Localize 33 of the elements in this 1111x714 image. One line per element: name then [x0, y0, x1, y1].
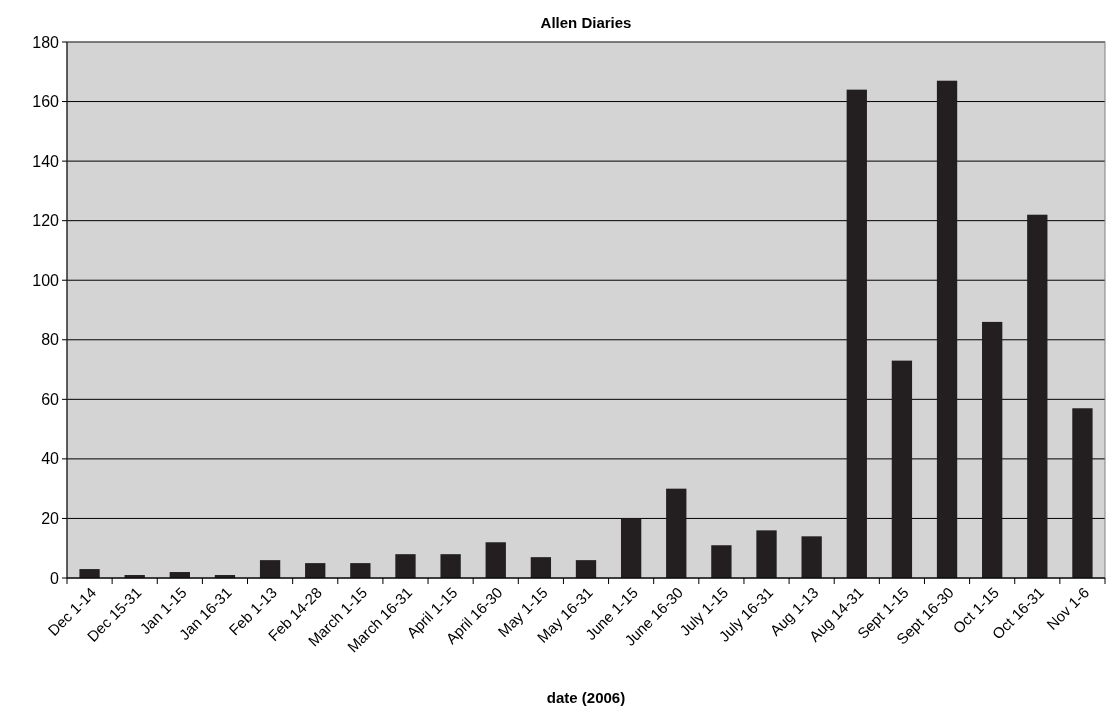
bar [620, 518, 642, 578]
bar [936, 80, 958, 578]
bar [259, 560, 281, 578]
bar [756, 530, 777, 578]
x-tick-label: Nov 1-6 [1043, 583, 1093, 633]
y-tick-label: 80 [41, 331, 60, 349]
chart-title: Allen Diaries [540, 14, 632, 31]
bar [395, 554, 416, 578]
bar [666, 488, 687, 578]
bar [575, 560, 597, 578]
bar [711, 545, 732, 578]
bar [530, 557, 552, 578]
bar [350, 563, 371, 578]
bar [485, 542, 506, 578]
bar [79, 569, 100, 578]
y-tick-label: 140 [32, 152, 60, 170]
bar [801, 536, 822, 578]
bar [846, 89, 867, 578]
y-tick-label: 60 [41, 390, 60, 408]
y-tick-label: 0 [50, 569, 60, 587]
bar [440, 554, 461, 578]
x-axis-title: date (2006) [546, 689, 626, 706]
bar [305, 563, 326, 578]
bar [982, 321, 1003, 578]
y-tick-label: 120 [32, 212, 60, 230]
y-tick-label: 160 [32, 93, 60, 111]
bar [1072, 408, 1093, 578]
bar [1027, 214, 1048, 578]
y-tick-label: 100 [32, 271, 60, 289]
y-tick-label: 20 [41, 510, 60, 528]
y-tick-label: 40 [41, 450, 60, 468]
bar [891, 360, 913, 578]
y-tick-label: 180 [32, 33, 60, 51]
